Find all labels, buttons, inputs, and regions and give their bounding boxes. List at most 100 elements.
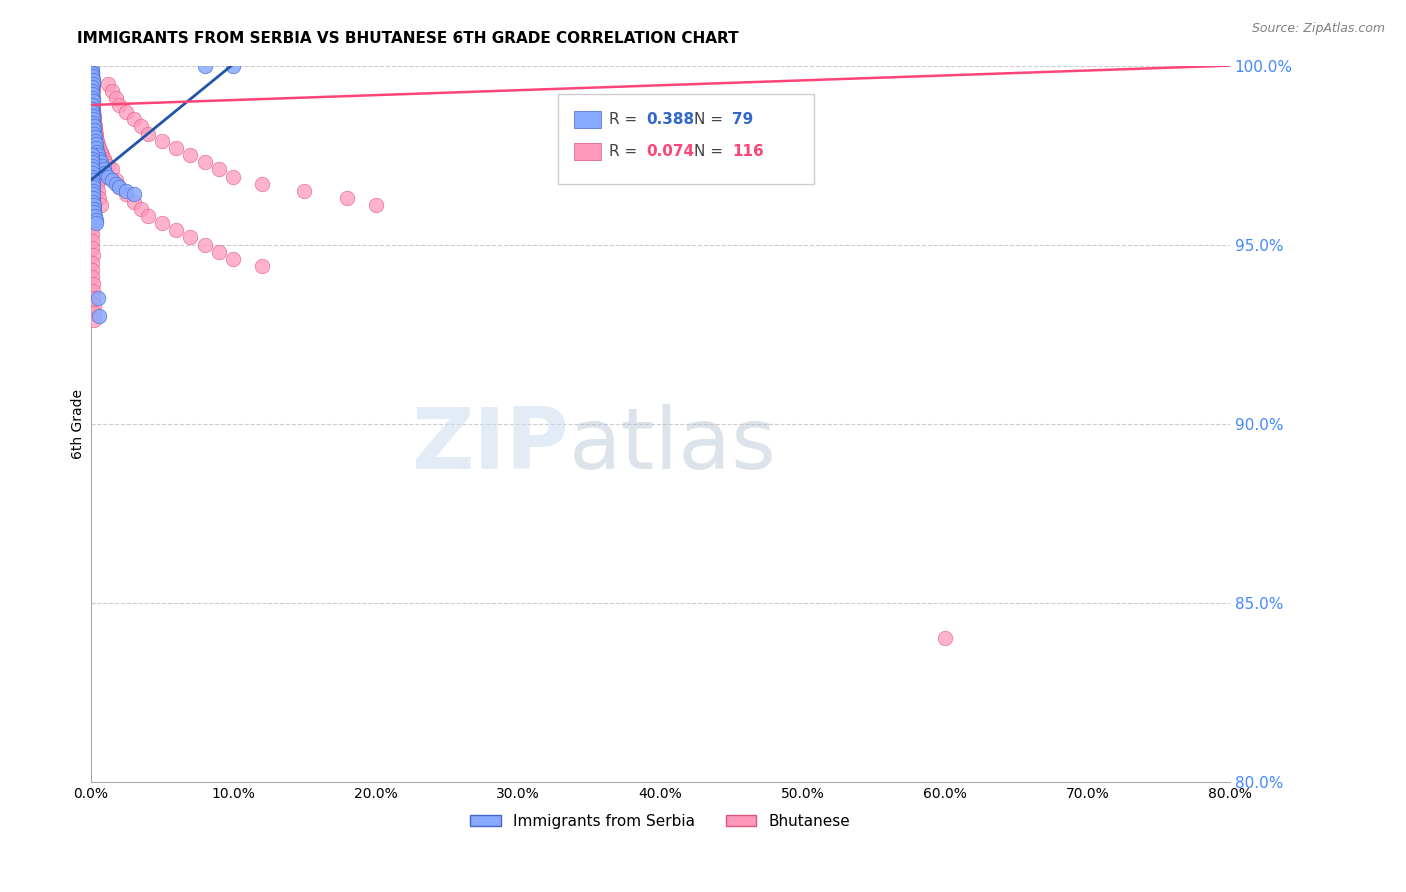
Point: [82, 87, 104, 102]
Point: [934, 632, 956, 646]
Point: [80, 95, 103, 109]
Point: [83, 298, 105, 312]
Point: [82, 98, 104, 112]
Point: [82, 187, 104, 202]
Point: [80, 98, 103, 112]
Point: [86, 148, 108, 162]
Text: Source: ZipAtlas.com: Source: ZipAtlas.com: [1251, 22, 1385, 36]
Point: [90, 198, 112, 212]
Point: [150, 216, 173, 230]
Point: [87, 137, 110, 152]
Point: [80, 105, 103, 120]
Point: [80, 227, 103, 241]
Point: [89, 141, 111, 155]
Point: [129, 120, 152, 134]
Point: [82, 109, 104, 123]
Point: [84, 155, 107, 169]
Point: [250, 259, 273, 273]
Text: IMMIGRANTS FROM SERBIA VS BHUTANESE 6TH GRADE CORRELATION CHART: IMMIGRANTS FROM SERBIA VS BHUTANESE 6TH …: [77, 31, 740, 46]
Point: [292, 184, 315, 198]
Point: [82, 127, 104, 141]
Point: [82, 91, 104, 105]
Point: [90, 155, 112, 169]
Point: [84, 209, 107, 223]
Point: [82, 109, 104, 123]
Point: [84, 141, 107, 155]
Point: [82, 120, 104, 134]
Point: [86, 169, 108, 184]
Point: [90, 145, 112, 159]
Point: [82, 177, 104, 191]
Point: [222, 252, 245, 266]
Point: [101, 173, 124, 187]
Point: [80, 162, 103, 177]
Point: [80, 77, 103, 91]
Point: [97, 77, 120, 91]
Point: [80, 84, 103, 98]
Point: [80, 102, 103, 116]
Point: [82, 116, 104, 130]
Point: [82, 277, 104, 291]
Point: [82, 123, 104, 137]
Point: [222, 59, 245, 73]
Point: [82, 102, 104, 116]
Point: [83, 112, 105, 127]
Point: [84, 134, 107, 148]
Point: [115, 105, 138, 120]
Point: [83, 305, 105, 319]
Point: [82, 73, 104, 87]
Point: [89, 310, 111, 324]
Point: [94, 169, 117, 184]
Point: [194, 237, 217, 252]
Point: [82, 116, 104, 130]
Point: [91, 148, 114, 162]
Point: [80, 155, 103, 169]
Point: [82, 191, 104, 205]
Point: [89, 152, 111, 166]
Point: [80, 148, 103, 162]
Point: [84, 123, 107, 137]
Point: [82, 134, 104, 148]
Point: [82, 166, 104, 180]
Point: [80, 84, 103, 98]
Point: [80, 112, 103, 127]
Text: 116: 116: [733, 144, 763, 159]
Point: [87, 152, 110, 166]
Point: [83, 205, 105, 219]
Point: [91, 162, 114, 177]
Text: R =: R =: [609, 144, 643, 159]
Text: ZIP: ZIP: [412, 403, 569, 487]
Point: [115, 184, 138, 198]
Point: [136, 127, 159, 141]
Point: [80, 87, 103, 102]
Point: [84, 127, 107, 141]
Text: 0.074: 0.074: [647, 144, 695, 159]
Point: [80, 255, 103, 269]
Point: [80, 262, 103, 277]
Point: [80, 77, 103, 91]
Point: [82, 70, 104, 84]
Point: [122, 112, 145, 127]
Point: [165, 223, 187, 237]
Point: [83, 109, 105, 123]
Point: [86, 145, 108, 159]
Point: [115, 187, 138, 202]
Point: [80, 102, 103, 116]
Point: [94, 155, 117, 169]
Point: [83, 313, 105, 327]
Point: [83, 123, 105, 137]
Point: [194, 59, 217, 73]
Point: [86, 216, 108, 230]
Point: [80, 87, 103, 102]
Point: [82, 70, 104, 84]
Point: [93, 162, 115, 177]
Y-axis label: 6th Grade: 6th Grade: [72, 389, 86, 458]
Point: [108, 180, 131, 194]
Point: [82, 169, 104, 184]
Point: [93, 166, 115, 180]
Point: [82, 284, 104, 298]
Point: [83, 134, 105, 148]
FancyBboxPatch shape: [574, 111, 600, 128]
Point: [82, 112, 104, 127]
FancyBboxPatch shape: [558, 95, 814, 184]
